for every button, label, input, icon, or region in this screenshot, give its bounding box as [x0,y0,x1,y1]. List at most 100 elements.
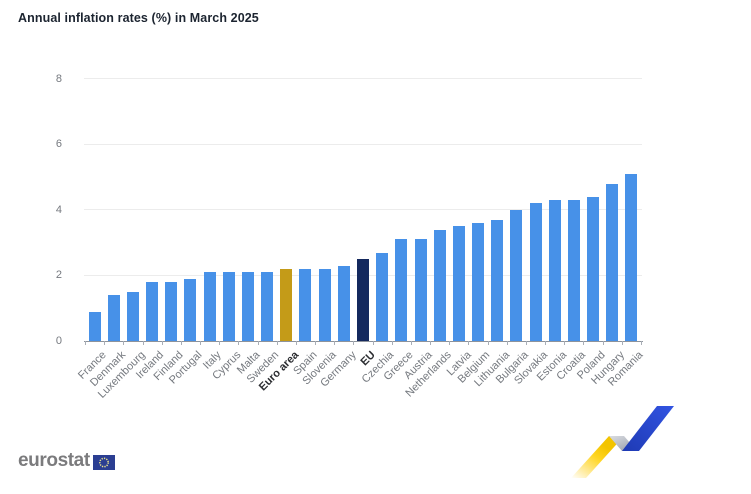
bar-croatia[interactable] [567,200,580,341]
eurostat-wordmark: eurostat [18,450,90,471]
bar-sweden[interactable] [261,272,274,341]
bar-austria[interactable] [414,239,427,341]
bar-slot-euro-area [277,79,296,341]
bar-slot-spain [296,79,315,341]
x-tick [506,341,508,345]
bar-finland[interactable] [165,282,178,341]
bar-slovakia[interactable] [529,203,542,341]
x-tick [621,341,623,345]
bar-slot-romania [622,79,641,341]
x-tick [525,341,527,345]
bar-slot-sweden [258,79,277,341]
x-axis-category-labels: France Denmark Luxembourg Ireland Finland Por… [76,349,646,401]
plot-area [84,78,643,345]
bar-belgium[interactable] [472,223,485,341]
bar-latvia[interactable] [452,226,465,341]
bar-slovenia[interactable] [318,268,331,341]
bar-euro-area[interactable] [280,268,293,341]
gridline-6 [84,143,642,145]
bar-germany[interactable] [337,265,350,341]
x-tick [257,341,259,345]
x-tick [449,341,451,345]
x-tick [410,341,412,345]
eu-flag-icon [92,454,115,470]
bar-slot-finland [162,79,181,341]
bar-slot-luxembourg [123,79,142,341]
bar-greece[interactable] [395,239,408,341]
x-tick [295,341,297,345]
bar-slot-denmark [104,79,123,341]
x-tick [85,341,86,345]
bar-bulgaria[interactable] [510,210,523,341]
bar-netherlands[interactable] [433,229,446,341]
bar-slot-netherlands [430,79,449,341]
x-tick [353,341,355,345]
bar-slot-lithuania [488,79,507,341]
x-tick [430,341,432,345]
x-tick [583,341,585,345]
bar-italy[interactable] [203,272,216,341]
x-tick [391,341,393,345]
bar-portugal[interactable] [184,278,197,341]
bar-hungary[interactable] [606,183,619,341]
bar-slot-czechia [373,79,392,341]
bar-slot-germany [334,79,353,341]
bar-slot-belgium [468,79,487,341]
x-tick [104,341,106,345]
bar-poland[interactable] [587,196,600,341]
bar-slot-ireland [143,79,162,341]
x-tick [180,341,182,345]
bar-slot-cyprus [219,79,238,341]
x-tick [372,341,374,345]
gridline-8 [84,78,642,79]
x-tick [468,341,470,345]
bar-luxembourg[interactable] [126,291,139,341]
x-tick [602,341,604,345]
x-tick [545,341,547,345]
ribbon-yellow-segment [571,436,624,478]
bar-denmark[interactable] [107,295,120,341]
x-tick [200,341,202,345]
bar-slot-slovenia [315,79,334,341]
bar-spain[interactable] [299,268,312,341]
bar-czechia[interactable] [376,252,389,341]
bar-slot-slovakia [526,79,545,341]
bar-estonia[interactable] [548,200,561,341]
bar-slot-croatia [564,79,583,341]
bar-slot-eu [353,79,372,341]
bar-slot-france [85,79,104,341]
x-tick [276,341,278,345]
eurostat-logo: eurostat [18,450,115,472]
y-tick-label-4: 4 [55,203,62,216]
bar-slot-bulgaria [507,79,526,341]
bar-slot-italy [200,79,219,341]
x-tick [219,341,221,345]
chart-title: Annual inflation rates (%) in March 2025 [18,11,259,25]
bar-lithuania[interactable] [491,219,504,341]
bar-cyprus[interactable] [222,272,235,341]
bar-slot-latvia [449,79,468,341]
bar-eu[interactable] [356,259,369,341]
y-tick-label-8: 8 [55,72,62,85]
bar-slot-hungary [603,79,622,341]
bar-slot-estonia [545,79,564,341]
bar-slot-malta [238,79,257,341]
bar-romania[interactable] [625,173,638,341]
x-tick [487,341,489,345]
bar-series [85,79,641,341]
x-tick [315,341,317,345]
x-tick [142,341,144,345]
ribbon-blue-segment [622,406,674,451]
y-tick-label-6: 6 [55,138,62,150]
x-tick [641,341,642,345]
bar-france[interactable] [88,311,101,341]
gridline-4 [84,209,642,210]
bar-malta[interactable] [241,272,254,341]
bar-ireland[interactable] [146,282,159,341]
x-tick [334,341,336,345]
bar-slot-portugal [181,79,200,341]
bar-slot-greece [392,79,411,341]
x-axis-line [84,341,643,342]
x-tick [123,341,125,345]
